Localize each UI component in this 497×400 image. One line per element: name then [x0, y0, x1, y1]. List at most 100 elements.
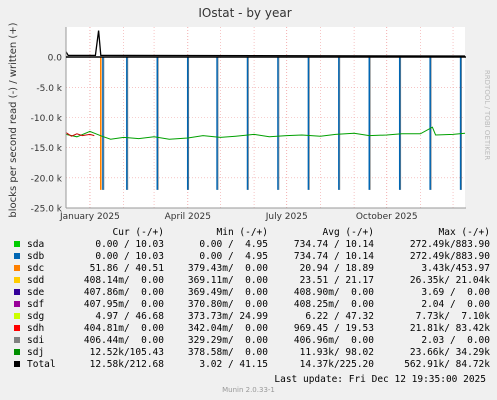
x-tick-label: October 2025: [356, 212, 418, 222]
legend-row-sdi: sdi 406.44m/ 0.00 329.29m/ 0.00 406.96m/ 0.…: [0, 335, 497, 347]
y-tick-label: -20.0 k: [31, 174, 63, 184]
legend-min: 369.11m/ 0.00: [187, 275, 268, 286]
legend-min: 342.04m/ 0.00: [187, 323, 268, 334]
legend-avg: 14.37k/225.20: [299, 359, 374, 370]
legend-header-min: Min (-/+): [216, 227, 268, 238]
legend-swatch: [14, 241, 20, 247]
legend-min: 3.02 / 41.15: [199, 359, 268, 370]
legend-cur: 12.58k/212.68: [89, 359, 164, 370]
legend-row-sdf: sdf 407.95m/ 0.00 370.80m/ 0.00 408.25m/ 0.…: [0, 299, 497, 311]
legend-swatch: [14, 253, 20, 259]
legend-name: sdd: [27, 275, 45, 286]
legend-name: sda: [27, 239, 45, 250]
legend-max: 21.81k/ 83.42k: [409, 323, 490, 334]
legend-name: sde: [27, 287, 45, 298]
series-line-sdj: [65, 126, 466, 140]
legend-cur: 407.95m/ 0.00: [83, 299, 164, 310]
legend-avg: 734.74 / 10.14: [293, 251, 374, 262]
y-tick-label: -25.0 k: [31, 205, 63, 215]
legend-header-avg: Avg (-/+): [322, 227, 374, 238]
legend-swatch: [14, 349, 20, 355]
legend-max: 272.49k/883.90: [409, 251, 490, 262]
legend-row-sdh: sdh 404.81m/ 0.00 342.04m/ 0.00 969.45 / 19…: [0, 323, 497, 335]
legend-header: Cur (-/+) Min (-/+) Avg (-/+) Max (-/+): [0, 227, 497, 239]
legend-cur: 0.00 / 10.03: [95, 239, 164, 250]
legend-name: sdb: [27, 251, 45, 262]
legend-row-total: Total 12.58k/212.68 3.02 / 41.15 14.37k/225…: [0, 359, 497, 371]
munin-version: Munin 2.0.33-1: [222, 386, 275, 394]
legend-cur: 407.86m/ 0.00: [83, 287, 164, 298]
legend-min: 370.80m/ 0.00: [187, 299, 268, 310]
legend-row-sdg: sdg 4.97 / 46.68 373.73m/ 24.99 6.22 / 47.3…: [0, 311, 497, 323]
y-tick-label: 0.0: [48, 54, 63, 64]
legend-min: 373.73m/ 24.99: [187, 311, 268, 322]
x-tick-label: January 2025: [59, 212, 120, 222]
legend-cur: 12.52k/105.43: [89, 347, 164, 358]
legend-avg: 406.96m/ 0.00: [293, 335, 374, 346]
legend-cur: 408.14m/ 0.00: [83, 275, 164, 286]
legend-header-max: Max (-/+): [438, 227, 490, 238]
legend-header-cur: Cur (-/+): [112, 227, 164, 238]
legend-min: 0.00 / 4.95: [199, 251, 268, 262]
legend-max: 3.43k/453.97: [421, 263, 490, 274]
legend-min: 0.00 / 4.95: [199, 239, 268, 250]
legend-avg: 20.94 / 18.89: [299, 263, 374, 274]
legend-avg: 969.45 / 19.53: [293, 323, 374, 334]
legend-row-sdb: sdb 0.00 / 10.03 0.00 / 4.95 734.74 / 10.14…: [0, 251, 497, 263]
legend-max: 272.49k/883.90: [409, 239, 490, 250]
series-line-sdh: [65, 132, 95, 137]
legend-max: 3.69 / 0.00: [421, 287, 490, 298]
legend-cur: 406.44m/ 0.00: [83, 335, 164, 346]
legend-avg: 6.22 / 47.32: [305, 311, 374, 322]
last-update: Last update: Fri Dec 12 19:35:00 2025: [274, 374, 486, 385]
legend-max: 2.03 / 0.00: [421, 335, 490, 346]
y-tick-label: -10.0 k: [31, 114, 63, 124]
legend-row-sdc: sdc 51.86 / 40.51 379.43m/ 0.00 20.94 / 18.…: [0, 263, 497, 275]
x-tick-label: April 2025: [165, 212, 211, 222]
legend-swatch: [14, 277, 20, 283]
legend-name: sdh: [27, 323, 45, 334]
legend-name: Total: [27, 359, 56, 370]
iostat-chart: IOstat - by year RRDTOOL / TOBI OETIKER …: [8, 6, 491, 222]
legend-avg: 734.74 / 10.14: [293, 239, 374, 250]
legend-min: 378.58m/ 0.00: [187, 347, 268, 358]
legend-min: 379.43m/ 0.00: [187, 263, 268, 274]
y-tick-label: -15.0 k: [31, 144, 63, 154]
side-label: RRDTOOL / TOBI OETIKER: [483, 70, 491, 160]
legend-name: sdg: [27, 311, 45, 322]
chart-title: IOstat - by year: [198, 6, 291, 20]
legend-swatch: [14, 289, 20, 295]
legend-row-sde: sde 407.86m/ 0.00 369.49m/ 0.00 408.90m/ 0.…: [0, 287, 497, 299]
legend-row-sdj: sdj 12.52k/105.43 378.58m/ 0.00 11.93k/ 98.…: [0, 347, 497, 359]
y-axis-label: blocks per second read (-) / written (+): [8, 22, 19, 217]
legend-min: 329.29m/ 0.00: [187, 335, 268, 346]
legend-name: sdi: [27, 335, 45, 346]
legend-name: sdf: [27, 299, 45, 310]
legend-swatch: [14, 265, 20, 271]
legend-max: 2.04 / 0.00: [421, 299, 490, 310]
legend-swatch: [14, 361, 20, 367]
legend-min: 369.49m/ 0.00: [187, 287, 268, 298]
legend-swatch: [14, 301, 20, 307]
legend-swatch: [14, 325, 20, 331]
legend-cur: 51.86 / 40.51: [89, 263, 164, 274]
legend-avg: 408.25m/ 0.00: [293, 299, 374, 310]
legend-max: 562.91k/ 84.72k: [404, 359, 490, 370]
legend-cur: 4.97 / 46.68: [95, 311, 164, 322]
legend-cur: 404.81m/ 0.00: [83, 323, 164, 334]
legend-row-sdd: sdd 408.14m/ 0.00 369.11m/ 0.00 23.51 / 21.…: [0, 275, 497, 287]
legend-max: 7.73k/ 7.10k: [415, 311, 490, 322]
x-tick-label: July 2025: [265, 212, 308, 222]
legend-swatch: [14, 337, 20, 343]
legend-avg: 11.93k/ 98.02: [299, 347, 374, 358]
legend-row-sda: sda 0.00 / 10.03 0.00 / 4.95 734.74 / 10.14…: [0, 239, 497, 251]
y-tick-label: -5.0 k: [36, 84, 62, 94]
legend-max: 26.35k/ 21.04k: [409, 275, 490, 286]
legend-avg: 23.51 / 21.17: [299, 275, 374, 286]
legend-cur: 0.00 / 10.03: [95, 251, 164, 262]
legend-avg: 408.90m/ 0.00: [293, 287, 374, 298]
legend-max: 23.66k/ 34.29k: [409, 347, 490, 358]
legend-swatch: [14, 313, 20, 319]
legend-name: sdj: [27, 347, 45, 358]
legend-name: sdc: [27, 263, 45, 274]
